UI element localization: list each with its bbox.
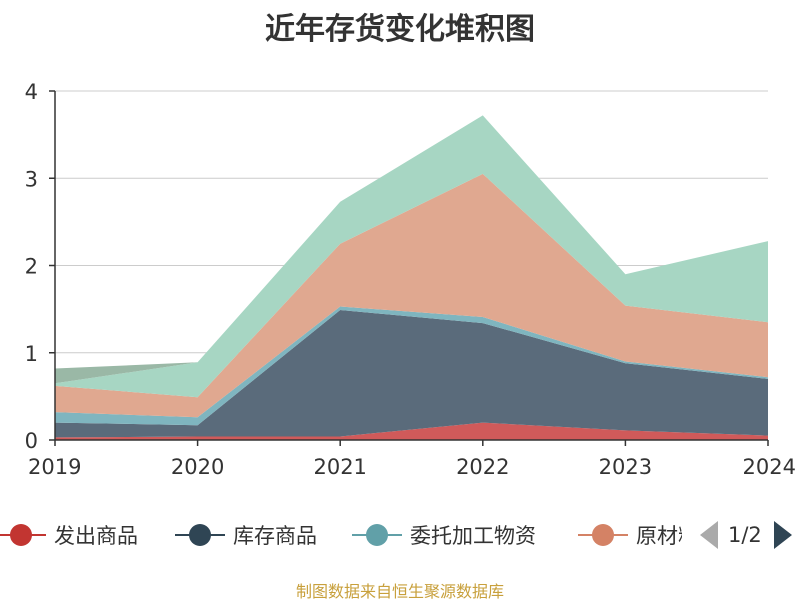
chart-plot: 0 1 2 3 4 2019 2020 2021 2022 2023 2024 (25, 80, 796, 479)
legend-pager: 1/2 (700, 519, 792, 551)
area-series-3 (55, 306, 768, 426)
area-series-1 (55, 422, 768, 440)
legend-prev-page-icon[interactable] (700, 521, 718, 549)
x-tick-label: 2022 (456, 455, 509, 479)
area-series-4 (55, 173, 768, 418)
legend-item-label: 发出商品 (54, 524, 138, 548)
y-tick-label: 3 (25, 167, 38, 191)
legend-item-label: 委托加工物资 (410, 524, 536, 548)
legend-item-label: 原材料 (636, 524, 682, 548)
x-tick-label: 2023 (599, 455, 652, 479)
y-tick-label: 1 (25, 342, 38, 366)
legend-marker-icon (0, 521, 46, 549)
legend-item-label: 库存商品 (233, 524, 317, 548)
y-tick-label: 0 (25, 429, 38, 453)
legend-marker-icon (175, 521, 225, 549)
legend-marker-icon (578, 521, 628, 549)
legend-item[interactable]: 发出商品 (0, 519, 138, 551)
x-tick-label: 2021 (313, 455, 366, 479)
legend: 发出商品 库存商品 委托加工物资 原材料 1/2 (0, 515, 800, 555)
legend-page-indicator: 1/2 (728, 523, 762, 547)
source-note: 制图数据来自恒生聚源数据库 (295, 582, 504, 601)
y-tick-label: 4 (25, 80, 38, 104)
legend-marker-icon (352, 521, 402, 549)
legend-items-viewport: 发出商品 库存商品 委托加工物资 原材料 (0, 515, 682, 555)
x-tick-label: 2019 (28, 455, 81, 479)
legend-item[interactable]: 委托加工物资 (352, 519, 536, 551)
y-tick-label: 2 (25, 255, 38, 279)
area-series-2 (55, 310, 768, 438)
legend-next-page-icon[interactable] (773, 521, 792, 549)
x-tick-label: 2020 (171, 455, 224, 479)
legend-item[interactable]: 原材料 (578, 519, 682, 551)
x-tick-label: 2024 (743, 455, 796, 479)
chart-title: 近年存货变化堆积图 (265, 12, 535, 47)
area-series-5 (55, 115, 768, 398)
legend-item[interactable]: 库存商品 (175, 519, 317, 551)
